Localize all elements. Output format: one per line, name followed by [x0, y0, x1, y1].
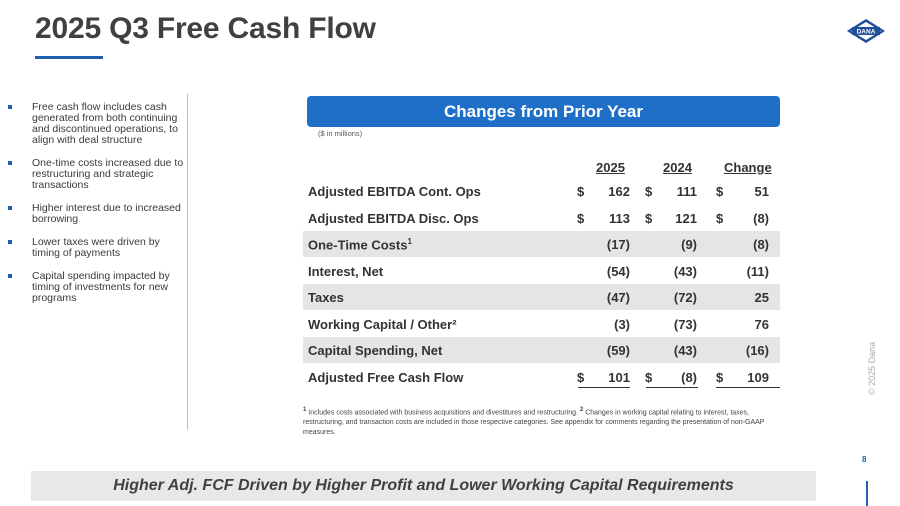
value-change: (16) [745, 343, 769, 358]
footnote: 1 Includes costs associated with busines… [303, 407, 765, 437]
bullet-list: Free cash flow includes cash generated f… [8, 102, 188, 316]
row-label: One-Time Costs1 [308, 237, 412, 253]
value-2025: 162 [608, 184, 630, 199]
bullet-marker [8, 274, 12, 278]
dollar-sign: $ [716, 184, 724, 199]
header-2025: 2025 [596, 160, 625, 175]
page-indicator-bar [866, 481, 868, 506]
total-rule-2025 [578, 387, 630, 388]
dollar-sign: $ [716, 211, 724, 226]
value-2024: 121 [675, 211, 697, 226]
value-2025: 113 [609, 211, 630, 226]
table-row: Interest, Net (54) (43) (11) [303, 258, 780, 284]
footnote-ref: 1 [407, 237, 412, 246]
row-label: Adjusted EBITDA Cont. Ops [308, 184, 481, 199]
value-2024: 111 [676, 184, 697, 199]
slide-title: 2025 Q3 Free Cash Flow [35, 12, 376, 45]
value-2025: 101 [608, 370, 630, 385]
value-change: 25 [754, 290, 769, 305]
table-banner: Changes from Prior Year [307, 96, 780, 127]
dollar-sign: $ [645, 211, 653, 226]
table-row: One-Time Costs1 (17) (9) (8) [303, 231, 780, 257]
table-row: Capital Spending, Net (59) (43) (16) [303, 337, 780, 363]
bullet-marker [8, 105, 12, 109]
value-2024: (73) [673, 317, 697, 332]
header-2024: 2024 [663, 160, 692, 175]
bullet-item: Capital spending impacted by timing of i… [8, 271, 188, 304]
dollar-sign: $ [577, 211, 585, 226]
table-row: Taxes (47) (72) 25 [303, 284, 780, 310]
divider-line [187, 94, 188, 430]
total-rule-change [716, 387, 780, 388]
total-rule-2024 [646, 387, 698, 388]
row-label: Working Capital / Other² [308, 317, 457, 332]
row-label: Interest, Net [308, 264, 384, 279]
value-change: (8) [753, 211, 769, 226]
value-2024: (72) [673, 290, 697, 305]
value-change: (8) [753, 237, 769, 252]
dollar-sign: $ [577, 184, 585, 199]
units-note: ($ in millions) [318, 129, 363, 138]
bullet-marker [8, 161, 12, 165]
bullet-item: Higher interest due to increased borrowi… [8, 203, 188, 225]
row-label: Adjusted Free Cash Flow [308, 370, 464, 385]
table-row: Adjusted EBITDA Cont. Ops $ $ $162 111 51 [303, 178, 780, 204]
value-2025: (3) [614, 317, 630, 332]
bullet-marker [8, 206, 12, 210]
value-2025: (47) [606, 290, 630, 305]
table-row: Adjusted Free Cash Flow $ $ $101 (8) 109 [303, 364, 780, 390]
value-change: (11) [746, 264, 769, 279]
value-2025: (17) [606, 237, 630, 252]
value-2024: (8) [681, 370, 697, 385]
value-change: 51 [754, 184, 769, 199]
value-2024: (43) [673, 343, 697, 358]
value-2024: (43) [673, 264, 697, 279]
title-underline [35, 56, 103, 59]
bottom-takeaway-banner: Higher Adj. FCF Driven by Higher Profit … [31, 471, 816, 501]
value-2024: (9) [681, 237, 697, 252]
header-change: Change [724, 160, 772, 175]
value-change: 109 [747, 370, 769, 385]
bullet-item: Free cash flow includes cash generated f… [8, 102, 188, 146]
bullet-item: One-time costs increased due to restruct… [8, 158, 188, 191]
page-number: 8 [862, 455, 867, 464]
table-row: Adjusted EBITDA Disc. Ops $ $ $113 121 (8) [303, 205, 780, 231]
dollar-sign: $ [645, 184, 653, 199]
table-row: Working Capital / Other² (3) (73) 76 [303, 311, 780, 337]
value-2025: (59) [606, 343, 630, 358]
bullet-item: Lower taxes were driven by timing of pay… [8, 237, 188, 259]
row-label: Taxes [308, 290, 344, 305]
dollar-sign: $ [645, 370, 653, 385]
dana-logo: DANA [847, 19, 885, 43]
copyright-text: © 2025 Dana [867, 341, 877, 395]
dollar-sign: $ [716, 370, 724, 385]
row-label: Capital Spending, Net [308, 343, 443, 358]
value-change: 76 [754, 317, 769, 332]
row-label: Adjusted EBITDA Disc. Ops [308, 211, 479, 226]
svg-text:DANA: DANA [857, 29, 876, 36]
dollar-sign: $ [577, 370, 585, 385]
value-2025: (54) [606, 264, 630, 279]
bullet-marker [8, 240, 12, 244]
